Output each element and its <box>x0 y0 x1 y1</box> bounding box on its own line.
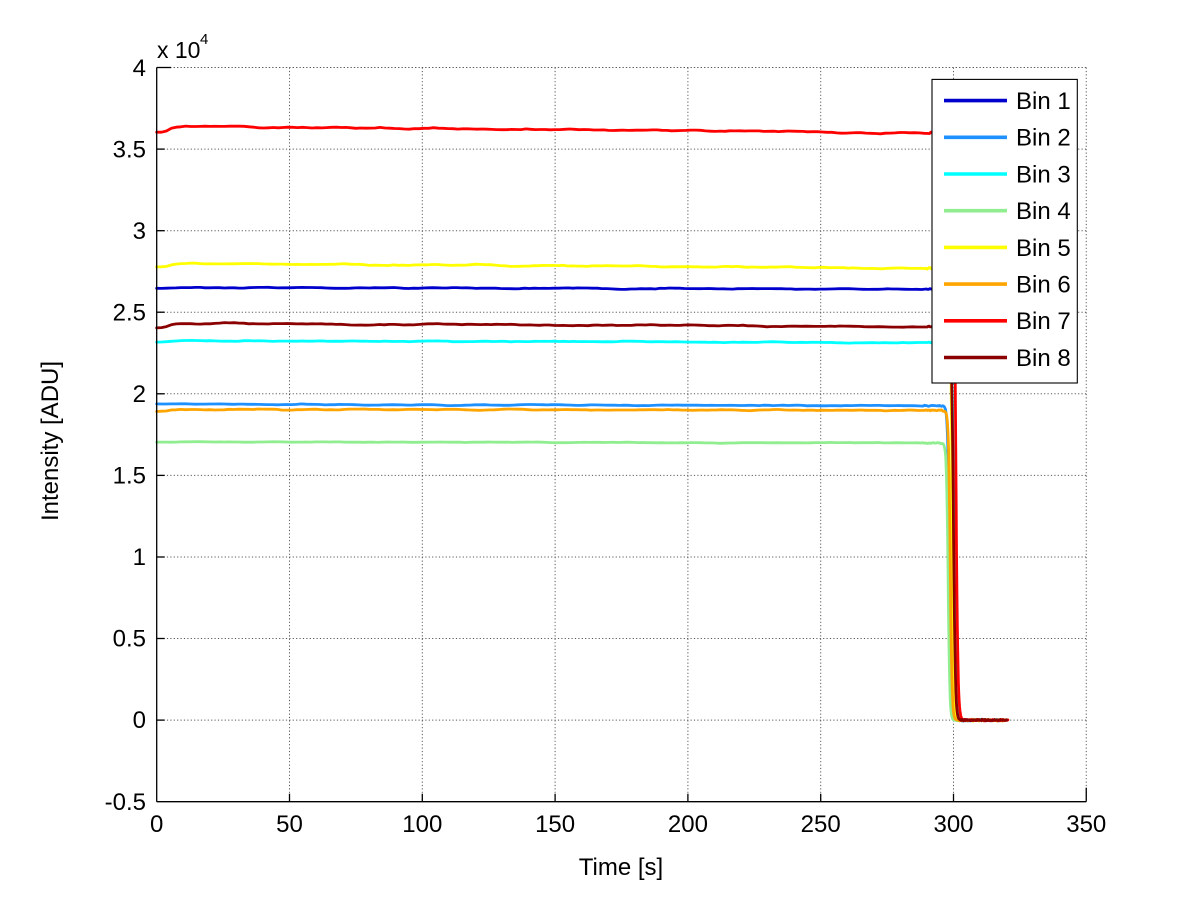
svg-text:1: 1 <box>133 544 146 571</box>
svg-text:Bin 1: Bin 1 <box>1016 88 1071 115</box>
svg-text:Bin 2: Bin 2 <box>1016 125 1071 152</box>
svg-text:0: 0 <box>133 707 146 734</box>
svg-text:100: 100 <box>402 811 442 838</box>
svg-text:Bin 8: Bin 8 <box>1016 345 1071 372</box>
svg-text:200: 200 <box>668 811 708 838</box>
svg-text:Intensity [ADU]: Intensity [ADU] <box>37 361 64 521</box>
svg-text:x 10: x 10 <box>157 37 200 63</box>
svg-text:1.5: 1.5 <box>113 463 146 490</box>
svg-text:3.5: 3.5 <box>113 137 146 164</box>
svg-text:2.5: 2.5 <box>113 300 146 327</box>
svg-text:3: 3 <box>133 218 146 245</box>
svg-text:-0.5: -0.5 <box>105 789 146 816</box>
svg-text:4: 4 <box>200 31 208 48</box>
svg-text:Bin 6: Bin 6 <box>1016 272 1071 299</box>
svg-text:300: 300 <box>933 811 973 838</box>
svg-text:350: 350 <box>1066 811 1106 838</box>
svg-text:250: 250 <box>801 811 841 838</box>
svg-text:Bin 4: Bin 4 <box>1016 198 1071 225</box>
svg-text:2: 2 <box>133 381 146 408</box>
svg-text:Time [s]: Time [s] <box>579 854 663 881</box>
svg-text:Bin 3: Bin 3 <box>1016 161 1071 188</box>
svg-text:Bin 5: Bin 5 <box>1016 235 1071 262</box>
svg-text:150: 150 <box>535 811 575 838</box>
svg-text:0.5: 0.5 <box>113 626 146 653</box>
svg-text:50: 50 <box>276 811 303 838</box>
svg-text:0: 0 <box>150 811 163 838</box>
svg-text:Bin 7: Bin 7 <box>1016 308 1071 335</box>
svg-text:4: 4 <box>133 55 146 82</box>
